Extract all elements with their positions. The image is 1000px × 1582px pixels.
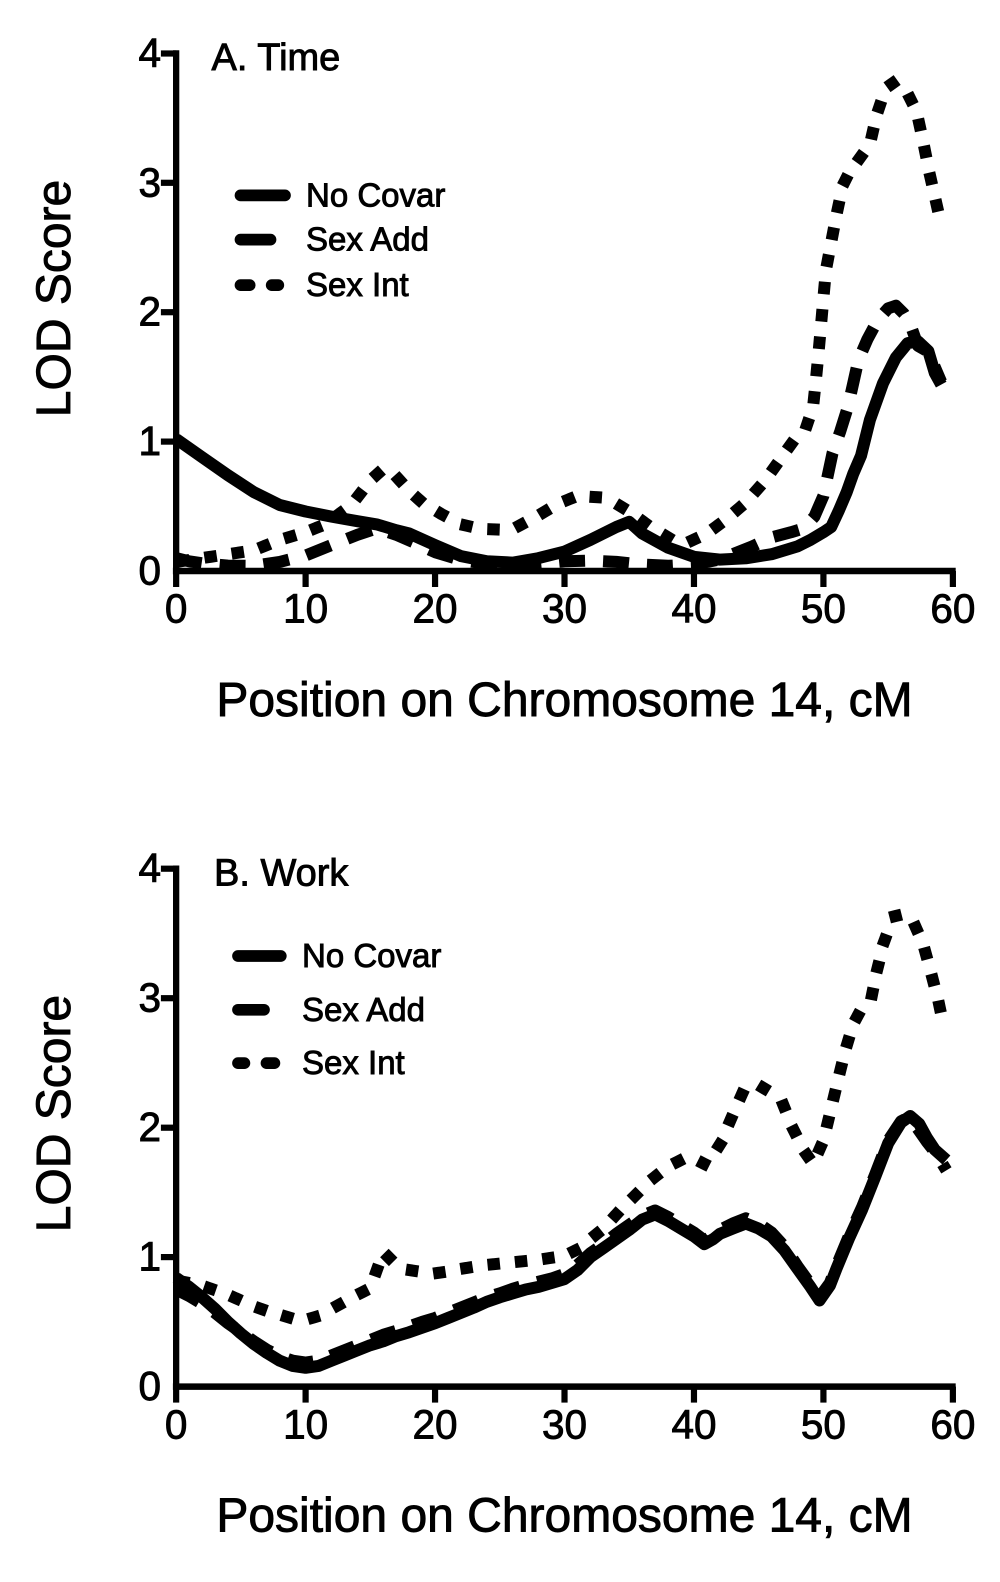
svg-text:10: 10 — [283, 586, 328, 632]
svg-text:20: 20 — [413, 586, 458, 632]
svg-text:Sex Add: Sex Add — [306, 221, 429, 258]
svg-text:3: 3 — [138, 975, 161, 1021]
svg-text:0: 0 — [138, 1363, 161, 1409]
svg-text:4: 4 — [138, 30, 161, 76]
svg-text:3: 3 — [138, 159, 161, 205]
svg-text:No Covar: No Covar — [302, 937, 441, 974]
svg-text:1: 1 — [138, 1234, 161, 1280]
svg-text:Sex Add: Sex Add — [302, 991, 425, 1028]
svg-text:4: 4 — [138, 845, 161, 891]
svg-text:Sex Int: Sex Int — [302, 1044, 405, 1081]
svg-text:0: 0 — [138, 548, 161, 594]
svg-text:40: 40 — [671, 1402, 716, 1448]
svg-text:LOD Score: LOD Score — [28, 995, 81, 1232]
svg-text:1: 1 — [138, 418, 161, 464]
svg-text:2: 2 — [138, 1104, 161, 1150]
svg-text:50: 50 — [801, 586, 846, 632]
svg-text:60: 60 — [930, 1402, 975, 1448]
svg-text:Sex Int: Sex Int — [306, 266, 409, 303]
svg-text:Position on Chromosome 14, cM: Position on Chromosome 14, cM — [216, 1490, 912, 1543]
svg-text:40: 40 — [671, 586, 716, 632]
svg-text:0: 0 — [165, 1402, 188, 1448]
svg-text:LOD Score: LOD Score — [28, 180, 81, 417]
svg-text:20: 20 — [413, 1402, 458, 1448]
svg-text:60: 60 — [930, 586, 975, 632]
svg-text:10: 10 — [283, 1402, 328, 1448]
svg-text:A. Time: A. Time — [212, 37, 341, 79]
svg-text:30: 30 — [542, 1402, 587, 1448]
svg-text:0: 0 — [165, 586, 188, 632]
svg-text:50: 50 — [801, 1402, 846, 1448]
svg-text:B. Work: B. Work — [214, 852, 349, 894]
svg-text:No Covar: No Covar — [306, 176, 445, 213]
svg-text:2: 2 — [138, 289, 161, 335]
svg-text:Position on Chromosome 14, cM: Position on Chromosome 14, cM — [216, 674, 912, 727]
svg-text:30: 30 — [542, 586, 587, 632]
